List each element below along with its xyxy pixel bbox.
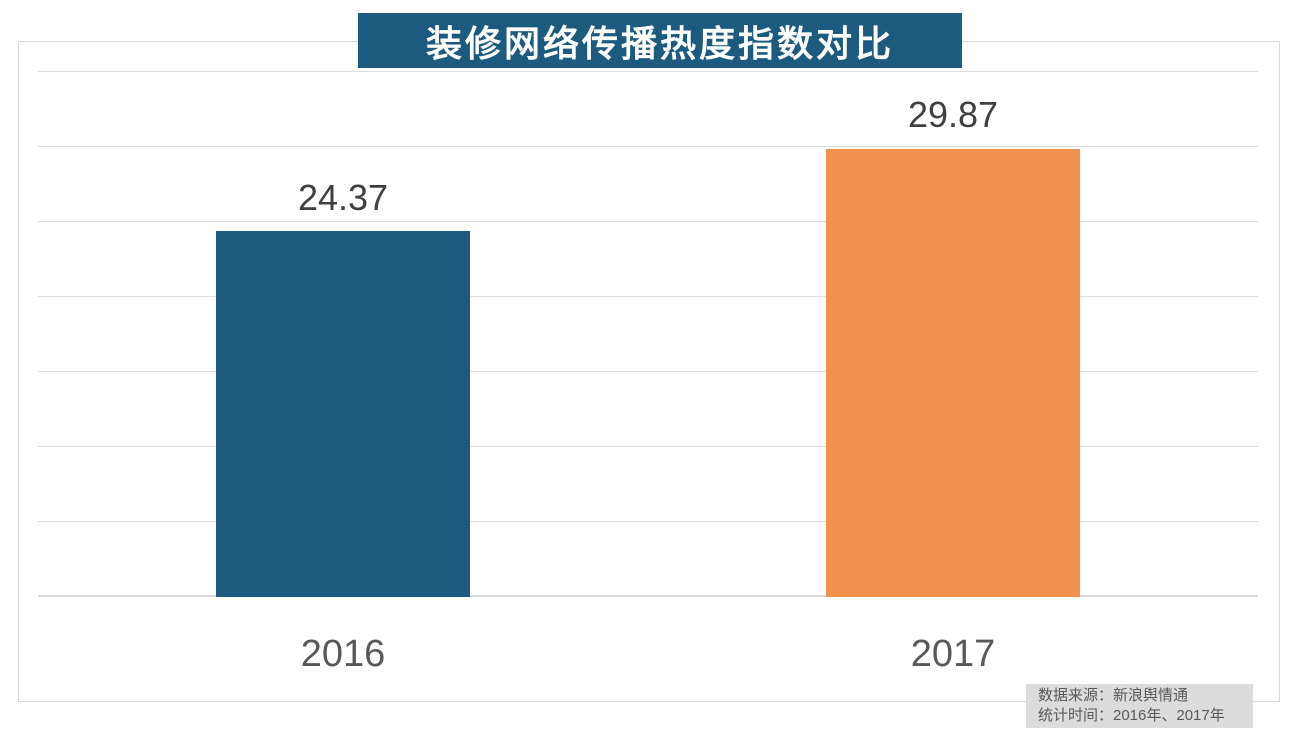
bar-slot-2017: 29.87 bbox=[648, 72, 1258, 597]
source-line-stat-period: 统计时间：2016年、2017年 bbox=[1038, 707, 1225, 724]
gridline-15 bbox=[38, 371, 1258, 372]
bar-2017 bbox=[826, 148, 1080, 597]
chart-title: 装修网络传播热度指数对比 bbox=[425, 22, 894, 64]
gridline-30 bbox=[38, 146, 1258, 147]
plot-area: 24.37 29.87 bbox=[38, 71, 1258, 597]
gridline-5 bbox=[38, 521, 1258, 522]
baseline-gridline bbox=[38, 595, 1258, 597]
x-axis-label-2017: 2017 bbox=[910, 633, 996, 675]
gridline-35 bbox=[38, 71, 1258, 72]
x-axis: 2016 2017 bbox=[38, 597, 1258, 687]
source-line-data-origin: 数据来源：新浪舆情通 bbox=[1038, 687, 1189, 704]
gridline-25 bbox=[38, 221, 1258, 222]
bar-slot-2016: 24.37 bbox=[38, 72, 648, 597]
source-note: 数据来源：新浪舆情通 统计时间：2016年、2017年 bbox=[1026, 684, 1253, 728]
x-axis-label-2016: 2016 bbox=[300, 633, 386, 675]
chart-title-banner: 装修网络传播热度指数对比 bbox=[358, 13, 962, 68]
gridline-10 bbox=[38, 446, 1258, 447]
bar-2016 bbox=[216, 231, 470, 597]
value-label-2017: 29.87 bbox=[907, 94, 999, 136]
gridline-20 bbox=[38, 296, 1258, 297]
value-label-2016: 24.37 bbox=[297, 176, 389, 218]
